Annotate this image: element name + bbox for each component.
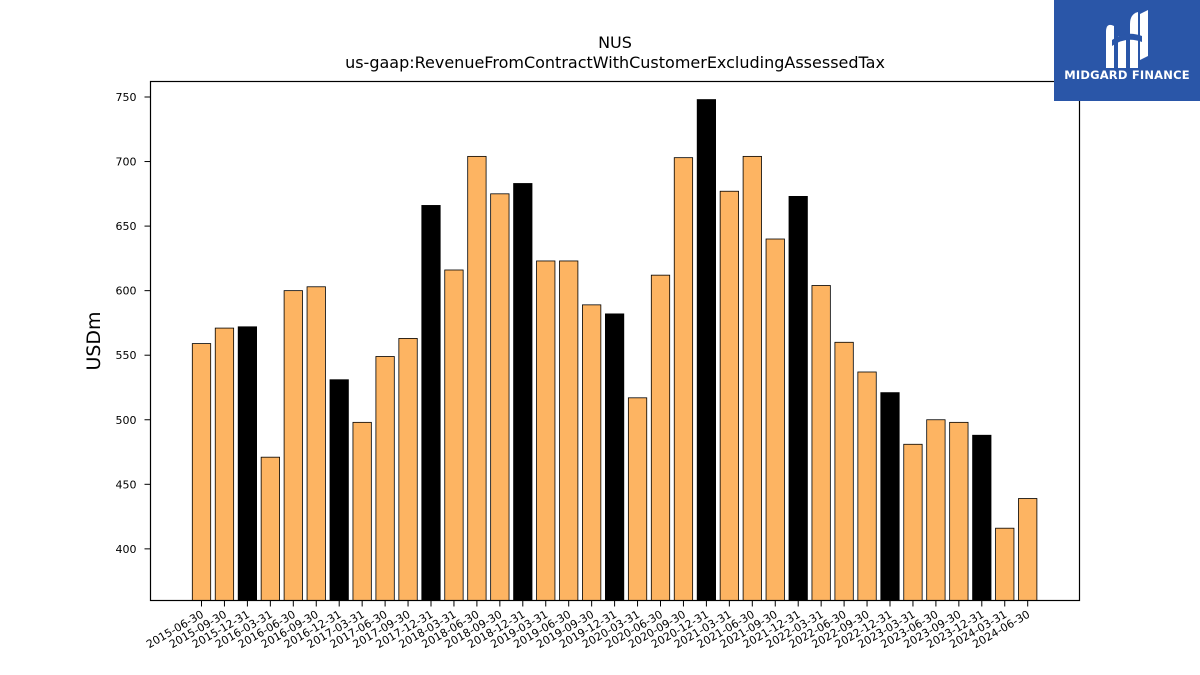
- y-tick-label: 400: [116, 543, 137, 556]
- bar-2022-06-30: [834, 341, 854, 601]
- midgard-m-icon: [1106, 10, 1148, 68]
- plot-frame: [149, 80, 1081, 602]
- bar-2016-09-30: [306, 286, 326, 601]
- bar-2015-09-30: [214, 327, 235, 601]
- chart-title: NUS: [598, 33, 632, 52]
- bar-2019-12-31: [605, 313, 625, 601]
- bar-2017-03-31: [352, 421, 372, 601]
- bar-2020-03-31: [627, 397, 648, 601]
- bar-2020-09-30: [673, 157, 694, 601]
- y-tick-label: 700: [116, 156, 137, 169]
- bar-2024-06-30: [1018, 498, 1038, 601]
- bar-2023-06-30: [926, 419, 946, 601]
- bar-2024-03-31: [995, 527, 1015, 601]
- bar-2023-12-31: [972, 434, 992, 601]
- bar-2017-09-30: [398, 338, 418, 601]
- bar-2019-06-30: [559, 260, 579, 601]
- bar-2018-12-31: [513, 183, 533, 601]
- bar-2021-03-31: [719, 190, 739, 601]
- bar-2016-12-31: [329, 379, 349, 601]
- bar-2020-12-31: [696, 99, 717, 601]
- y-tick-label: 500: [116, 414, 137, 427]
- bar-2021-09-30: [765, 238, 785, 601]
- bar-2022-12-31: [880, 392, 900, 601]
- x-axis-ticks: 2015-06-302015-09-302015-12-312016-03-31…: [144, 600, 1032, 651]
- bar-2018-09-30: [490, 193, 510, 601]
- y-tick-label: 600: [116, 285, 137, 298]
- chart-subtitle: us-gaap:RevenueFromContractWithCustomerE…: [345, 53, 885, 72]
- bar-2015-12-31: [237, 326, 257, 601]
- bar-2023-03-31: [903, 443, 923, 601]
- bar-2022-09-30: [857, 371, 877, 601]
- y-tick-label: 650: [116, 220, 137, 233]
- bar-2018-03-31: [444, 269, 464, 601]
- bar-2021-12-31: [788, 195, 808, 601]
- bar-2023-09-30: [949, 421, 969, 601]
- bar-2017-12-31: [421, 205, 441, 601]
- y-axis-label: USDm: [83, 311, 105, 370]
- bar-2022-03-31: [811, 285, 831, 601]
- y-tick-label: 550: [116, 349, 137, 362]
- brand-name: MIDGARD FINANCE: [1064, 68, 1190, 82]
- bar-2021-06-30: [742, 155, 762, 601]
- bar-2016-06-30: [283, 290, 303, 601]
- bar-2017-06-30: [375, 356, 395, 601]
- bar-2019-09-30: [582, 304, 602, 601]
- bar-2018-06-30: [467, 155, 487, 601]
- brand-logo: MIDGARD FINANCE: [1054, 0, 1200, 101]
- y-tick-label: 450: [116, 478, 137, 491]
- bar-2019-03-31: [536, 260, 556, 601]
- bars-group: [191, 99, 1038, 601]
- y-axis-ticks: 400 450 500 550 600 650 700 750: [116, 91, 151, 556]
- bar-2016-03-31: [260, 456, 280, 601]
- bar-2020-06-30: [650, 274, 671, 601]
- y-tick-label: 750: [116, 91, 137, 104]
- bar-2015-06-30: [191, 343, 212, 601]
